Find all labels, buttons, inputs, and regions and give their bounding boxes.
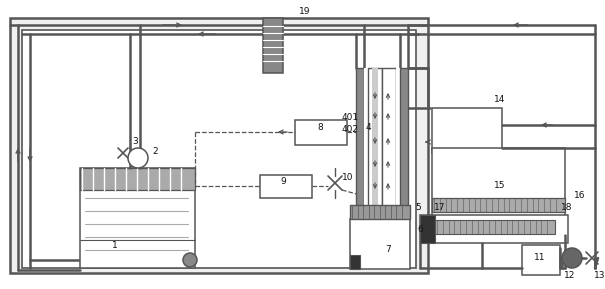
Bar xyxy=(420,215,568,243)
Text: 17: 17 xyxy=(434,203,446,212)
Bar xyxy=(22,30,416,268)
Circle shape xyxy=(183,253,197,267)
Text: 401: 401 xyxy=(341,114,359,123)
Bar xyxy=(420,215,435,243)
Text: 4: 4 xyxy=(365,123,371,132)
Text: 8: 8 xyxy=(317,123,323,132)
Text: 5: 5 xyxy=(415,203,421,212)
Text: 3: 3 xyxy=(132,138,138,147)
Bar xyxy=(435,220,555,234)
Text: 13: 13 xyxy=(594,271,605,279)
Bar xyxy=(382,68,396,210)
Text: 9: 9 xyxy=(280,177,286,186)
Bar xyxy=(432,198,565,212)
Bar xyxy=(350,205,410,219)
Bar xyxy=(400,68,408,210)
Circle shape xyxy=(562,248,582,268)
Text: 6: 6 xyxy=(417,225,423,234)
Text: 16: 16 xyxy=(574,190,586,199)
Text: 1: 1 xyxy=(112,240,118,249)
Bar xyxy=(80,168,195,190)
Bar xyxy=(10,18,428,273)
Text: 15: 15 xyxy=(494,181,506,190)
Bar xyxy=(260,175,312,198)
Bar xyxy=(356,68,364,210)
Text: 402: 402 xyxy=(341,125,359,134)
Bar xyxy=(368,68,382,210)
Bar xyxy=(263,18,283,73)
Bar xyxy=(80,168,195,268)
Text: 7: 7 xyxy=(385,245,391,255)
Circle shape xyxy=(128,148,148,168)
Text: 2: 2 xyxy=(152,147,158,157)
Text: 14: 14 xyxy=(494,95,506,105)
Bar xyxy=(396,68,400,210)
Text: 10: 10 xyxy=(342,173,354,182)
Bar xyxy=(372,68,378,210)
Bar xyxy=(350,255,360,269)
Bar xyxy=(350,219,410,269)
Bar xyxy=(364,68,368,210)
Text: 19: 19 xyxy=(299,8,311,16)
Text: 11: 11 xyxy=(534,253,546,262)
Bar xyxy=(432,108,502,153)
Bar xyxy=(295,120,347,145)
Text: 18: 18 xyxy=(561,203,573,212)
Bar xyxy=(432,148,565,235)
Text: 12: 12 xyxy=(564,271,576,279)
Bar xyxy=(522,245,560,275)
